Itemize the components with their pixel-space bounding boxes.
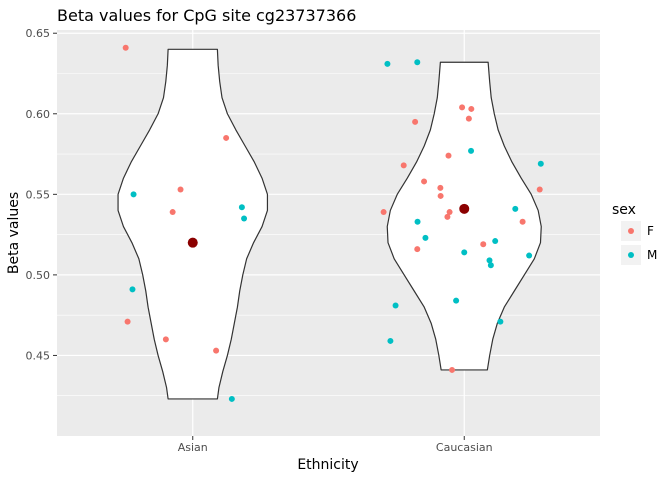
- violins: [117, 48, 542, 400]
- mean-marker: [187, 237, 198, 248]
- data-point: [122, 44, 129, 51]
- y-tick-label: 0.45: [26, 349, 51, 362]
- data-point: [480, 241, 487, 248]
- legend-label: F: [647, 224, 654, 238]
- data-point: [449, 366, 456, 373]
- data-point: [486, 257, 493, 264]
- violin-caucasian: [386, 61, 542, 371]
- data-point: [459, 104, 466, 111]
- data-point: [437, 184, 444, 191]
- legend-label: M: [647, 248, 657, 262]
- data-point: [453, 297, 460, 304]
- legend-title: sex: [612, 202, 636, 218]
- x-tick-label: Asian: [178, 441, 208, 454]
- x-tick-label: Caucasian: [436, 441, 493, 454]
- y-tick-label: 0.50: [26, 269, 51, 282]
- data-point: [384, 60, 391, 67]
- data-point: [497, 318, 504, 325]
- data-points: [122, 44, 544, 402]
- data-point: [421, 178, 428, 185]
- chart-title: Beta values for CpG site cg23737366: [57, 6, 356, 25]
- data-point: [412, 118, 419, 125]
- data-point: [414, 218, 421, 225]
- data-point: [537, 160, 544, 167]
- data-point: [414, 246, 421, 253]
- data-point: [465, 115, 472, 122]
- data-point: [519, 218, 526, 225]
- data-point: [492, 238, 499, 245]
- data-point: [130, 191, 137, 198]
- y-tick-label: 0.55: [26, 188, 51, 201]
- data-point: [444, 213, 451, 220]
- legend-symbol: [628, 252, 634, 258]
- y-tick-label: 0.60: [26, 108, 51, 121]
- data-point: [487, 262, 494, 269]
- data-point: [177, 186, 184, 193]
- data-point: [162, 336, 169, 343]
- mean-marker: [459, 203, 470, 214]
- x-axis-title: Ethnicity: [297, 457, 358, 473]
- data-point: [468, 147, 475, 154]
- data-point: [468, 105, 475, 112]
- legend: sex FM: [612, 202, 657, 265]
- data-point: [422, 234, 429, 241]
- y-tick-label: 0.65: [26, 27, 51, 40]
- data-point: [213, 347, 220, 354]
- data-point: [536, 186, 543, 193]
- x-axis: Asian Caucasian: [178, 436, 493, 454]
- data-point: [124, 318, 131, 325]
- data-point: [446, 209, 453, 216]
- data-point: [223, 134, 230, 141]
- y-axis: 0.45 0.50 0.55 0.60 0.65: [26, 27, 57, 362]
- data-point: [526, 252, 533, 259]
- mean-markers: [187, 203, 470, 248]
- data-point: [461, 249, 468, 256]
- data-point: [238, 204, 245, 211]
- data-point: [437, 192, 444, 199]
- legend-symbol: [628, 228, 634, 234]
- data-point: [445, 152, 452, 159]
- data-point: [512, 205, 519, 212]
- y-axis-title: Beta values: [6, 192, 22, 274]
- violin-asian: [117, 48, 269, 400]
- data-point: [400, 162, 407, 169]
- data-point: [414, 59, 421, 66]
- data-point: [392, 302, 399, 309]
- data-point: [387, 337, 394, 344]
- data-point: [380, 209, 387, 216]
- data-point: [241, 215, 248, 222]
- data-point: [169, 209, 176, 216]
- data-point: [129, 286, 136, 293]
- plot-panel: [57, 30, 600, 436]
- data-point: [228, 395, 235, 402]
